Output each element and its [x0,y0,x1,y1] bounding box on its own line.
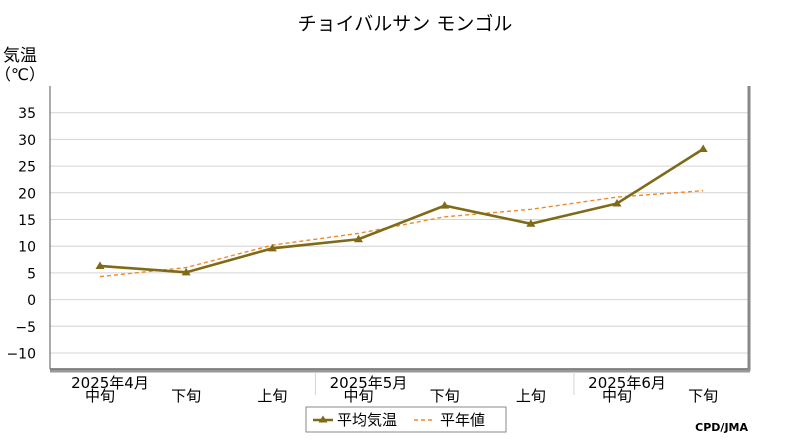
y-axis-label-line1: 気温 [3,46,37,66]
y-axis-label-line2: （℃） [0,65,45,84]
series-mean-point [353,234,363,243]
legend-normal-label: 平年値 [440,411,485,429]
x-category-label: 下旬 [688,387,718,405]
series-normal-line [99,189,704,278]
series-mean-point [95,261,105,269]
legend-mean-label: 平均気温 [337,411,397,429]
x-category-labels: 中旬 下旬 上旬 中旬 下旬 上旬 中旬 下旬 [85,387,718,405]
y-tick-label: 5 [27,266,36,282]
y-tick-label: 20 [18,186,36,202]
x-category-label: 中旬 [343,387,373,405]
series-mean-point [440,201,450,209]
y-tick-label: 30 [18,133,36,149]
y-tick-labels: 35 30 25 20 15 10 5 0 −5 −10 [6,106,36,362]
x-month-label: 2025年5月 [330,374,408,392]
y-tick-label: 10 [18,240,36,256]
series-mean-point [612,198,622,207]
chart-title: チョイバルサン モンゴル [298,13,513,35]
series-mean-point [698,144,708,153]
y-tick-label: 35 [18,106,36,122]
y-tick-label: −10 [6,346,36,362]
plot-frame [49,86,751,395]
x-category-label: 中旬 [85,387,115,405]
y-tick-label: 0 [27,293,36,309]
grid [50,112,748,354]
x-month-label: 2025年4月 [71,374,149,392]
series-mean-point [526,219,536,227]
legend-box [305,406,507,433]
y-tick-label: 25 [18,160,36,176]
legend-mean-marker [318,415,328,423]
x-category-label: 下旬 [171,387,201,405]
series-mean-point [181,267,191,276]
x-category-label: 中旬 [602,387,632,405]
legend: 平均気温 平年値 [305,406,507,433]
x-category-label: 上旬 [257,387,287,405]
source-credit: CPD/JMA [695,421,748,434]
y-tick-label: −5 [15,320,36,336]
x-category-label: 上旬 [516,387,546,405]
x-category-label: 下旬 [430,387,460,405]
x-month-labels: 2025年4月 2025年5月 2025年6月 [71,374,666,392]
y-tick-label: 15 [18,213,36,229]
series-mean-line [99,147,704,274]
series-layer [95,144,708,278]
x-month-label: 2025年6月 [588,374,666,392]
series-mean-point [267,243,277,252]
